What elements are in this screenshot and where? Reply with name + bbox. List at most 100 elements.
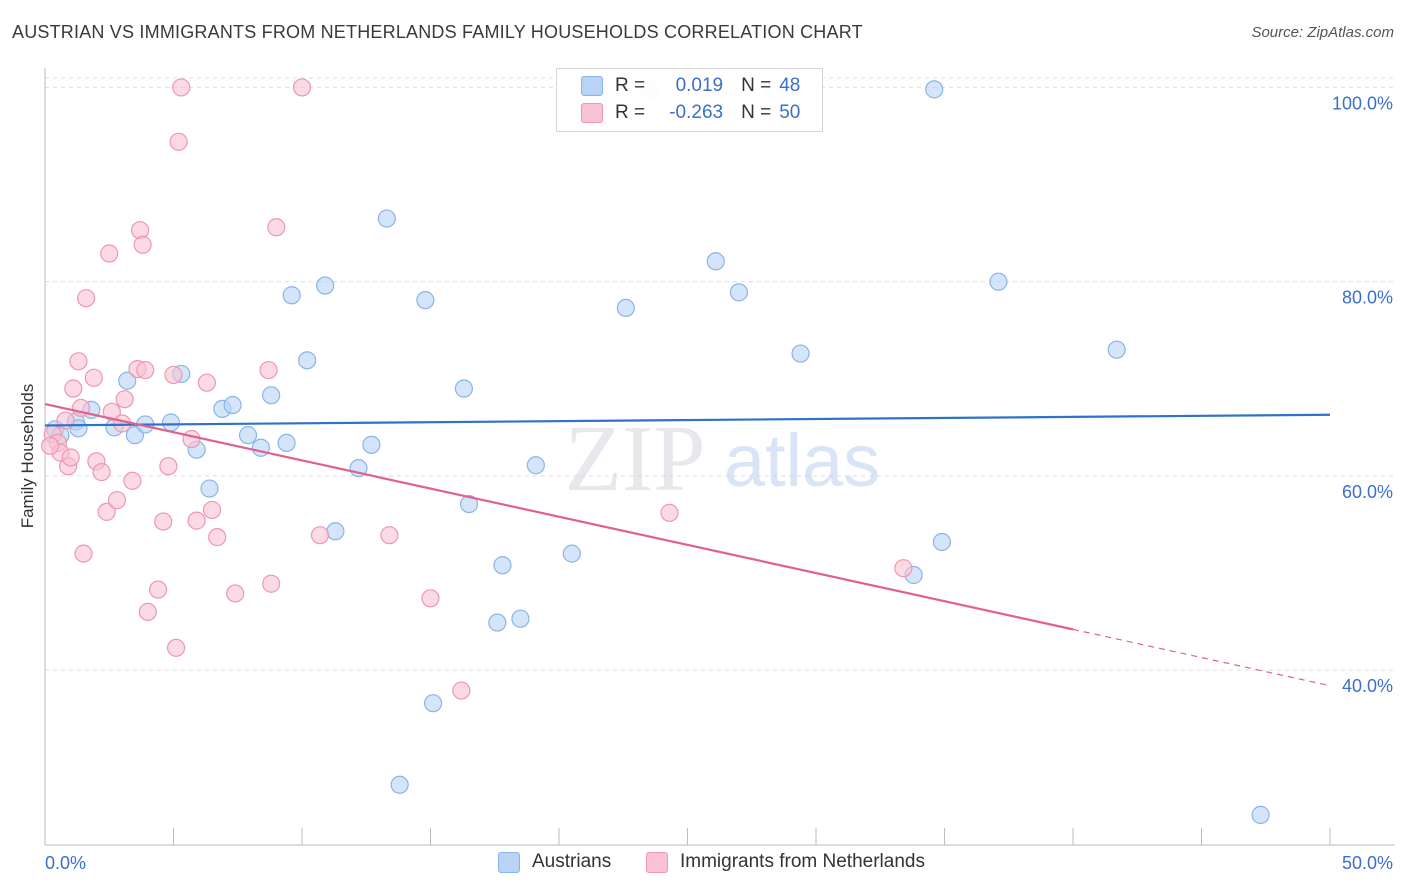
point-austrians: [377, 209, 396, 228]
legend-r-label: R =: [615, 102, 646, 123]
point-netherlands: [100, 244, 119, 263]
point-netherlands: [64, 379, 83, 398]
point-netherlands: [310, 526, 330, 545]
point-austrians: [1251, 805, 1270, 824]
point-netherlands: [69, 352, 88, 371]
point-austrians: [526, 456, 545, 475]
x-tick-label: 50.0%: [1342, 853, 1393, 873]
point-austrians: [459, 494, 479, 514]
gridlines: [45, 77, 1395, 671]
point-netherlands: [41, 436, 60, 455]
chart-title: AUSTRIAN VS IMMIGRANTS FROM NETHERLANDS …: [12, 22, 863, 42]
point-austrians: [277, 433, 296, 453]
point-austrians: [616, 298, 635, 317]
legend-r-value: 0.019: [675, 75, 724, 96]
point-netherlands: [92, 462, 111, 482]
point-netherlands: [138, 602, 157, 622]
bottom-legend-swatch-netherlands: [646, 851, 668, 873]
point-netherlands: [112, 414, 132, 433]
point-netherlands: [77, 289, 96, 308]
bottom-legend-swatch-austrians: [498, 851, 520, 873]
legend-n-value: 48: [779, 75, 801, 96]
legend-r-value: -0.263: [669, 102, 724, 123]
point-austrians: [493, 556, 512, 575]
point-netherlands: [164, 365, 183, 385]
point-netherlands: [894, 559, 913, 578]
point-austrians: [238, 426, 258, 445]
trend-lines: [44, 402, 1331, 687]
point-netherlands: [61, 448, 80, 467]
bottom-legend-label-netherlands: Immigrants from Netherlands: [680, 851, 925, 872]
point-austrians: [223, 395, 242, 415]
point-netherlands: [259, 360, 278, 380]
point-austrians: [562, 544, 581, 563]
source-label: Source: ZipAtlas.com: [1251, 24, 1394, 41]
watermark: ZIP atlas: [565, 407, 881, 511]
point-netherlands: [182, 429, 201, 449]
y-tick-label: 40.0%: [1342, 676, 1393, 696]
legend-n-value: 50: [779, 102, 801, 123]
series-netherlands: [41, 78, 913, 700]
axes: [44, 68, 1395, 846]
point-austrians: [362, 435, 381, 454]
point-netherlands: [133, 235, 152, 254]
x-tick-label: 0.0%: [45, 853, 86, 873]
point-netherlands: [56, 411, 75, 430]
point-netherlands: [292, 78, 312, 97]
point-austrians: [706, 252, 725, 271]
point-austrians: [488, 613, 507, 632]
point-austrians: [161, 413, 181, 432]
y-tick-label: 80.0%: [1342, 288, 1393, 308]
point-austrians: [200, 479, 219, 498]
point-netherlands: [84, 368, 103, 387]
point-austrians: [282, 286, 301, 305]
point-netherlands: [102, 402, 121, 421]
point-austrians: [511, 609, 530, 628]
point-netherlands: [159, 457, 178, 476]
point-netherlands: [97, 502, 116, 521]
point-austrians: [416, 291, 435, 310]
point-austrians: [118, 371, 137, 390]
point-netherlands: [187, 511, 206, 530]
point-austrians: [298, 351, 317, 370]
y-tick-label: 60.0%: [1342, 482, 1393, 502]
legend-swatch-netherlands: [581, 103, 603, 123]
watermark-atlas: atlas: [724, 419, 880, 502]
point-austrians: [454, 379, 474, 398]
point-netherlands: [421, 589, 440, 608]
point-netherlands: [136, 360, 155, 380]
legend-swatch-austrians: [581, 76, 603, 96]
point-netherlands: [123, 471, 142, 490]
watermark-zip: ZIP: [565, 407, 706, 511]
point-austrians: [729, 283, 749, 302]
point-netherlands: [74, 544, 93, 563]
point-netherlands: [148, 580, 168, 599]
legend-n-label: N =: [741, 102, 772, 123]
point-netherlands: [107, 491, 127, 510]
trend-line-netherlands: [44, 402, 1074, 631]
legend-row-austrians: R = 0.019 N = 48: [581, 73, 800, 99]
y-tick-label: 100.0%: [1332, 93, 1393, 113]
point-austrians: [1107, 340, 1126, 359]
point-netherlands: [166, 638, 186, 657]
point-netherlands: [197, 373, 217, 392]
point-austrians: [262, 386, 281, 405]
point-austrians: [989, 272, 1008, 291]
point-netherlands: [380, 526, 399, 545]
point-netherlands: [226, 584, 245, 603]
point-netherlands: [154, 512, 173, 531]
trend-line-netherlands-extension: [1072, 628, 1331, 687]
point-netherlands: [169, 132, 188, 151]
point-austrians: [423, 694, 443, 713]
bottom-legend-netherlands: Immigrants from Netherlands: [646, 851, 925, 873]
point-austrians: [791, 344, 810, 363]
legend-row-netherlands: R = -0.263 N = 50: [581, 100, 800, 126]
legend: R = 0.019 N = 48 R = -0.263 N = 50: [556, 68, 823, 132]
legend-r-label: R =: [615, 75, 646, 96]
point-netherlands: [452, 681, 471, 700]
point-austrians: [390, 775, 409, 794]
tick-labels: 40.0% 60.0% 80.0% 100.0% 0.0% 50.0%: [45, 93, 1393, 873]
bottom-legend-label-austrians: Austrians: [532, 851, 612, 872]
legend-n-label: N =: [741, 75, 772, 96]
